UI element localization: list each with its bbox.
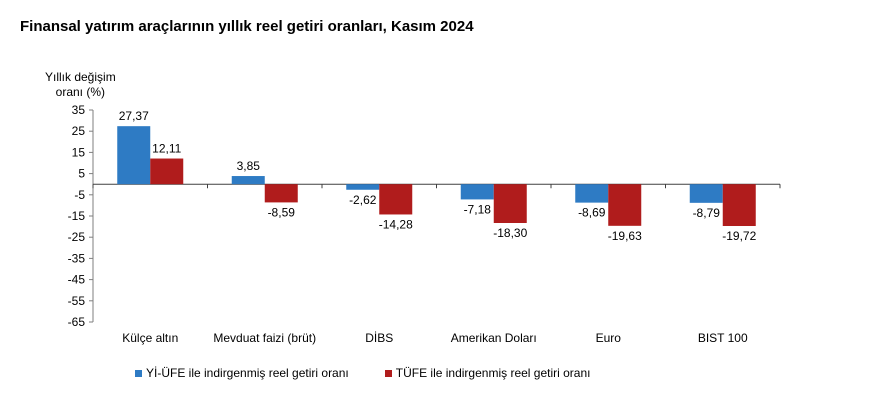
bar-yi-ufe <box>117 126 151 185</box>
data-label: -7,18 <box>464 202 492 216</box>
data-label: -8,69 <box>578 206 606 220</box>
data-label: -19,72 <box>722 229 756 243</box>
y-tick-label: -45 <box>68 273 86 287</box>
legend-swatch-yi-ufe <box>135 369 142 377</box>
data-label: -19,63 <box>608 229 642 243</box>
data-label: 27,37 <box>119 109 149 123</box>
legend-item-tufe: TÜFE ile indirgenmiş reel getiri oranı <box>384 366 591 380</box>
bar-yi-ufe <box>231 176 265 185</box>
category-label: DİBS <box>365 331 393 345</box>
bar-tufe <box>493 184 527 223</box>
y-tick-label: 25 <box>72 124 86 138</box>
data-label: -2,62 <box>349 193 377 207</box>
category-label: Mevduat faizi (brüt) <box>213 331 316 345</box>
chart-title: Finansal yatırım araçlarının yıllık reel… <box>20 18 474 35</box>
y-tick-label: -25 <box>68 230 86 244</box>
bar-tufe <box>379 184 413 215</box>
bar-yi-ufe <box>689 184 723 203</box>
data-label: 3,85 <box>237 159 261 173</box>
y-tick-label: -15 <box>68 209 86 223</box>
bar-yi-ufe <box>346 184 380 190</box>
category-label: Amerikan Doları <box>451 331 537 345</box>
bar-tufe <box>722 184 756 227</box>
legend-item-yi-ufe: Yİ-ÜFE ile indirgenmiş reel getiri oranı <box>135 366 349 380</box>
y-tick-label: -65 <box>68 315 86 329</box>
legend: Yİ-ÜFE ile indirgenmiş reel getiri oranı… <box>135 366 591 380</box>
legend-label-yi-ufe: Yİ-ÜFE ile indirgenmiş reel getiri oranı <box>146 366 349 380</box>
category-label: BIST 100 <box>698 331 748 345</box>
legend-label-tufe: TÜFE ile indirgenmiş reel getiri oranı <box>395 366 591 380</box>
data-label: -18,30 <box>493 226 527 240</box>
y-tick-label: 5 <box>78 167 85 181</box>
y-tick-label: 35 <box>72 103 86 117</box>
bar-tufe <box>264 184 298 203</box>
category-label: Euro <box>596 331 622 345</box>
data-label: -14,28 <box>379 217 413 231</box>
category-label: Külçe altın <box>122 331 178 345</box>
bar-yi-ufe <box>460 184 494 200</box>
data-label: -8,79 <box>693 206 721 220</box>
y-axis-label-line-2: oranı (%) <box>55 85 106 99</box>
data-label: -8,59 <box>268 205 296 219</box>
y-tick-label: -55 <box>68 294 86 308</box>
bar-tufe <box>608 184 642 226</box>
y-axis-label: Yıllık değişim oranı (%) <box>45 70 116 100</box>
y-tick-label: -5 <box>74 188 85 202</box>
data-label: 12,11 <box>152 142 181 156</box>
bar-yi-ufe <box>575 184 609 203</box>
y-tick-label: -35 <box>68 251 86 265</box>
bar-tufe <box>150 158 184 185</box>
y-tick-label: 15 <box>72 145 86 159</box>
y-axis-label-line-1: Yıllık değişim <box>45 70 116 84</box>
legend-swatch-tufe <box>384 369 392 377</box>
